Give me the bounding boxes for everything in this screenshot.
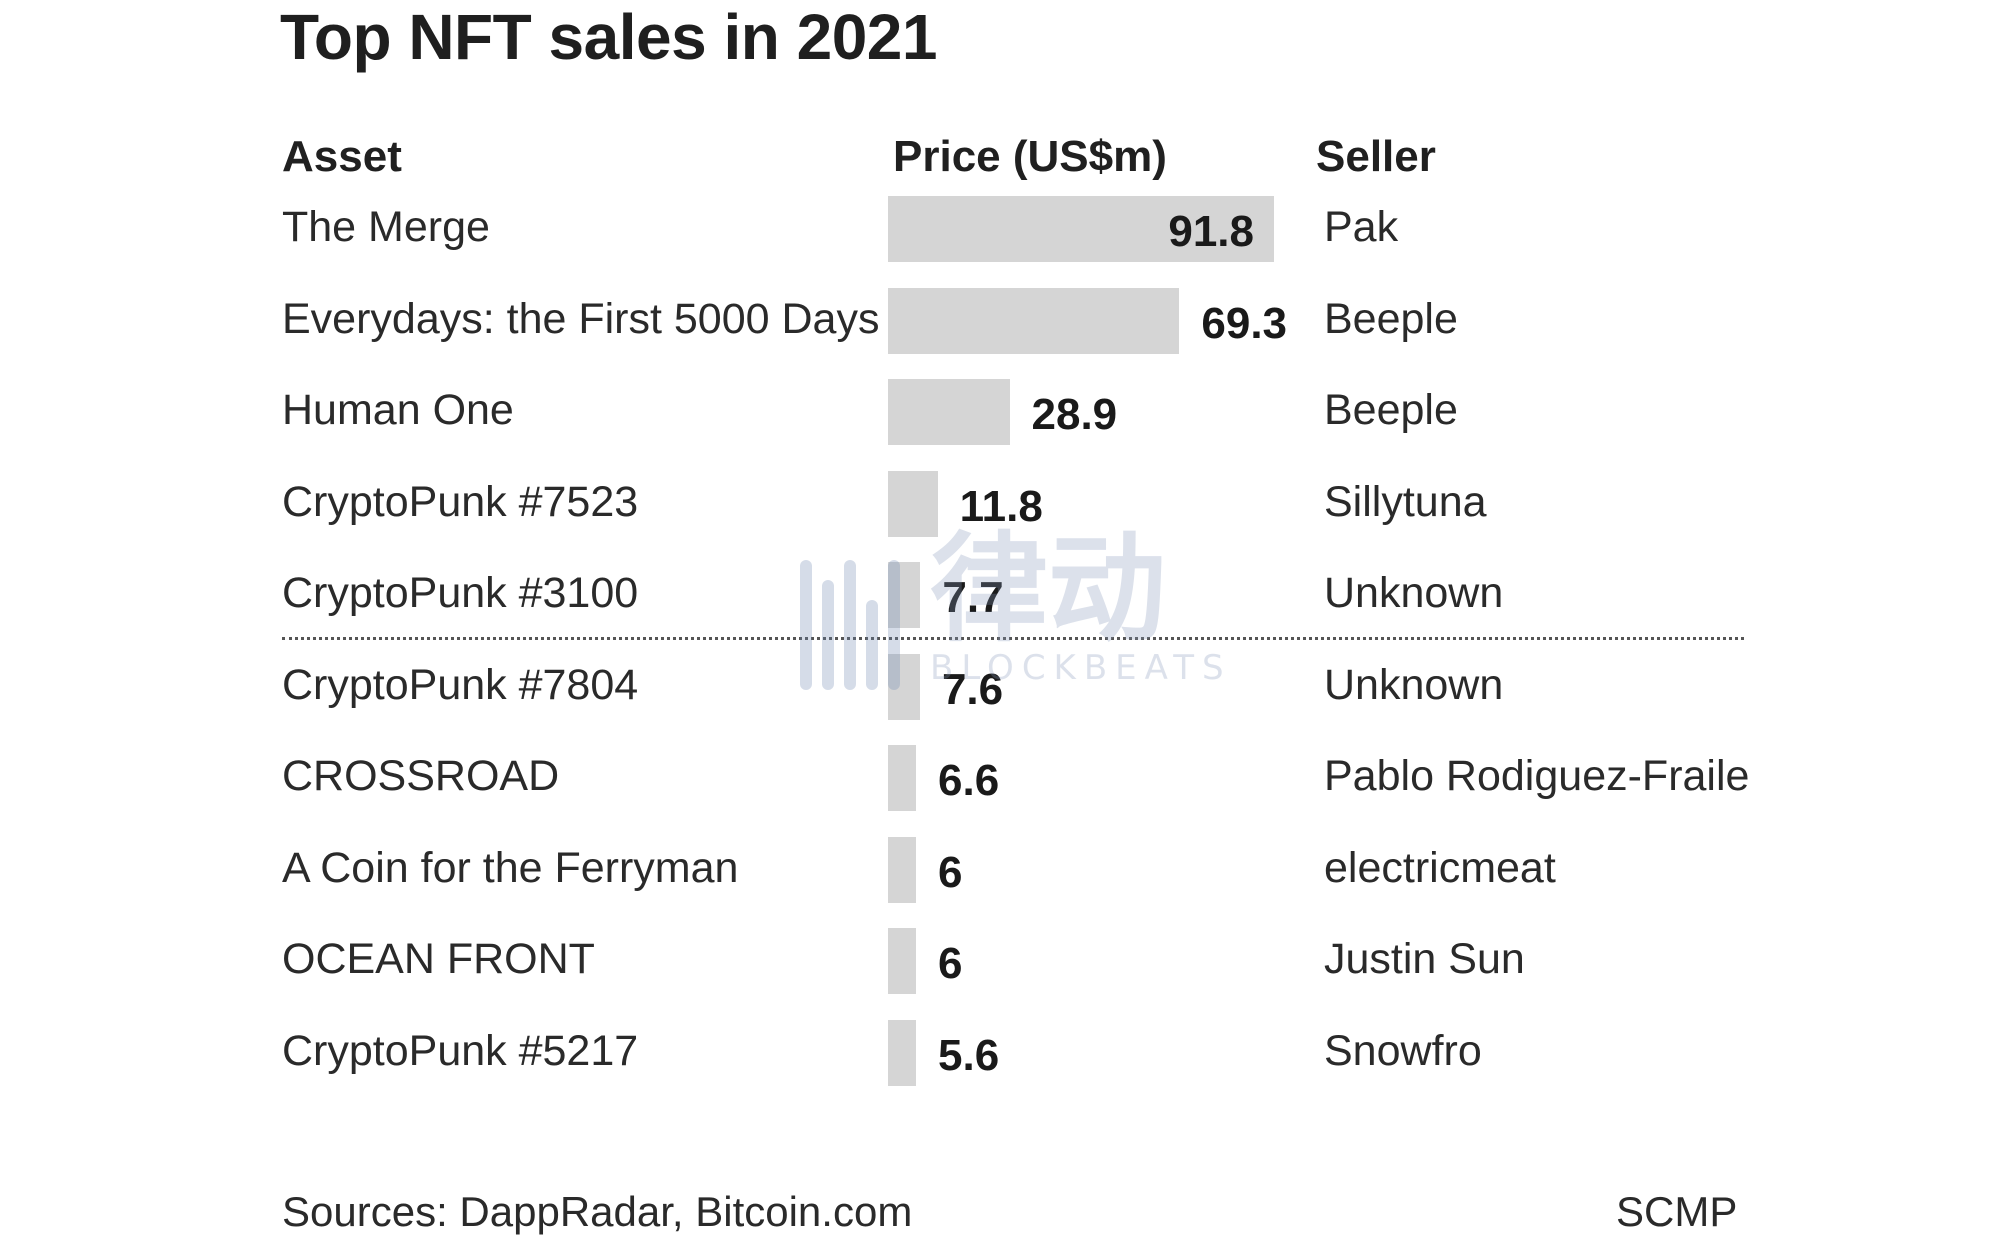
- price-value-label: 5.6: [938, 1030, 1000, 1080]
- seller-label: Unknown: [1324, 569, 1504, 617]
- price-value-label: 6: [938, 939, 963, 988]
- seller-label: Unknown: [1324, 660, 1504, 709]
- price-value-label: 69.3: [1201, 298, 1288, 348]
- column-header-price: Price (US$m): [893, 132, 1167, 181]
- asset-label: CROSSROAD: [282, 752, 560, 800]
- top-five-divider: [282, 637, 1744, 640]
- credit-note: SCMP: [1616, 1188, 1738, 1235]
- price-bar: [888, 928, 916, 994]
- asset-label: CryptoPunk #7804: [282, 660, 639, 709]
- price-value-label: 28.9: [1031, 390, 1118, 439]
- price-value-label: 6.6: [938, 756, 1000, 805]
- watermark-cn-text: 律动: [930, 520, 1167, 658]
- asset-label: Everydays: the First 5000 Days: [282, 294, 880, 343]
- seller-label: Pablo Rodiguez-Fraile: [1324, 752, 1750, 800]
- column-header-seller: Seller: [1316, 132, 1436, 181]
- price-value-label: 7.6: [941, 664, 1004, 714]
- seller-label: Sillytuna: [1324, 477, 1487, 526]
- price-bar: [888, 653, 920, 720]
- price-value-label: 91.8: [1168, 207, 1254, 256]
- price-bar: [888, 287, 1180, 354]
- seller-label: Beeple: [1324, 386, 1458, 434]
- price-value-label: 6: [938, 847, 963, 897]
- watermark-en-text: BLOCKBEATS: [930, 648, 1232, 688]
- asset-label: A Coin for the Ferryman: [282, 843, 739, 892]
- seller-label: Pak: [1324, 203, 1399, 251]
- source-note: Sources: DappRadar, Bitcoin.com: [282, 1188, 913, 1235]
- asset-label: CryptoPunk #5217: [282, 1026, 639, 1075]
- seller-label: Beeple: [1324, 294, 1458, 343]
- asset-label: OCEAN FRONT: [282, 935, 595, 983]
- seller-label: Justin Sun: [1324, 935, 1525, 983]
- price-bar: [888, 470, 938, 537]
- seller-label: electricmeat: [1324, 843, 1556, 892]
- price-bar: [888, 1019, 916, 1086]
- asset-label: CryptoPunk #7523: [282, 477, 639, 526]
- price-bar: [888, 562, 921, 628]
- asset-label: Human One: [282, 386, 514, 434]
- price-value-label: 11.8: [959, 481, 1043, 531]
- asset-label: CryptoPunk #3100: [282, 569, 639, 617]
- asset-label: The Merge: [282, 203, 490, 251]
- price-bar: [888, 836, 916, 903]
- chart-title: Top NFT sales in 2021: [280, 1, 937, 73]
- price-bar: [888, 196, 1274, 262]
- price-value-label: 7.7: [942, 573, 1004, 622]
- blockbeats-watermark: 律动 BLOCKBEATS: [800, 520, 1224, 690]
- price-bar: [888, 745, 916, 811]
- price-bar: [888, 379, 1010, 445]
- column-header-asset: Asset: [282, 132, 402, 181]
- seller-label: Snowfro: [1324, 1026, 1482, 1075]
